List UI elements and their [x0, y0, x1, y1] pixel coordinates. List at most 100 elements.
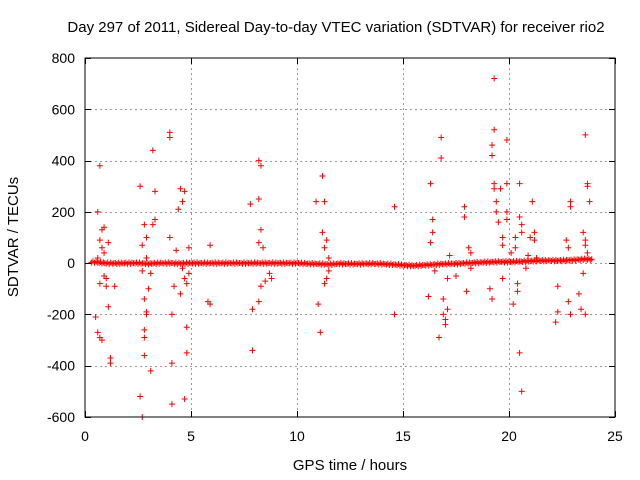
data-point [580, 270, 587, 277]
data-point [137, 183, 144, 190]
data-point [514, 280, 521, 287]
data-point [514, 288, 521, 295]
data-point [565, 298, 572, 305]
data-point [512, 234, 519, 241]
data-point [149, 147, 156, 154]
data-point [137, 393, 144, 400]
data-point [101, 224, 108, 231]
data-point [175, 206, 182, 213]
data-point [183, 324, 190, 331]
data-point [177, 290, 184, 297]
data-point [96, 280, 103, 287]
data-point [255, 239, 262, 246]
data-point [493, 208, 500, 215]
data-point [503, 216, 510, 223]
data-point [325, 255, 332, 262]
data-point [103, 283, 110, 290]
data-point [489, 296, 496, 303]
data-point [141, 334, 148, 341]
baseline-point [101, 260, 108, 267]
y-tick-label: 0 [67, 255, 75, 271]
data-point [181, 275, 188, 282]
x-tick-label: 5 [187, 428, 195, 444]
data-point [139, 242, 146, 249]
data-point [516, 213, 523, 220]
data-point [580, 229, 587, 236]
data-point [442, 321, 449, 328]
data-point [105, 239, 112, 246]
data-point [497, 185, 504, 192]
data-point [503, 137, 510, 144]
data-point [565, 244, 572, 251]
data-point [527, 234, 534, 241]
data-point [107, 355, 114, 362]
data-point [444, 306, 451, 313]
data-point [554, 283, 561, 290]
data-point [578, 306, 585, 313]
data-point [525, 252, 532, 259]
data-point [183, 280, 190, 287]
data-point [563, 237, 570, 244]
data-point [586, 198, 593, 205]
data-point [151, 216, 158, 223]
data-point [92, 313, 99, 320]
y-tick-label: 600 [52, 101, 76, 117]
data-point [489, 152, 496, 159]
data-point [166, 134, 173, 141]
data-point [141, 221, 148, 228]
data-point [584, 180, 591, 187]
data-point [491, 75, 498, 82]
data-point [168, 360, 175, 367]
data-point [491, 185, 498, 192]
data-point [463, 288, 470, 295]
plot-frame [84, 57, 616, 418]
data-point [495, 219, 502, 226]
data-point [440, 296, 447, 303]
data-point [105, 303, 112, 310]
data-point [143, 234, 150, 241]
data-point [552, 319, 559, 326]
x-axis-title: GPS time / hours [293, 457, 407, 474]
data-point [582, 131, 589, 138]
data-point [185, 270, 192, 277]
data-point [512, 244, 519, 251]
x-tick-label: 10 [289, 428, 305, 444]
data-point [139, 267, 146, 274]
data-point [313, 198, 320, 205]
data-point [431, 267, 438, 274]
data-point [141, 296, 148, 303]
data-point [171, 283, 178, 290]
data-point [446, 252, 453, 259]
data-point [582, 237, 589, 244]
data-point [531, 229, 538, 236]
data-point [255, 196, 262, 203]
x-tick-label: 0 [81, 428, 89, 444]
data-point [522, 265, 529, 272]
data-point [143, 255, 150, 262]
data-point [315, 301, 322, 308]
data-point [582, 242, 589, 249]
data-point [491, 126, 498, 133]
data-point [427, 239, 434, 246]
data-point [425, 293, 432, 300]
data-point [94, 329, 101, 336]
data-point [177, 185, 184, 192]
data-point [584, 249, 591, 256]
data-point [149, 221, 156, 228]
data-point [429, 216, 436, 223]
y-tick-label: -400 [47, 358, 75, 374]
data-point [533, 255, 540, 262]
data-point [183, 349, 190, 356]
data-point [436, 334, 443, 341]
data-point [554, 308, 561, 315]
data-point [508, 249, 515, 256]
data-point [168, 401, 175, 408]
data-point [391, 203, 398, 210]
data-point [147, 270, 154, 277]
data-point [429, 229, 436, 236]
data-point [266, 270, 273, 277]
data-point [323, 275, 330, 282]
data-point [427, 180, 434, 187]
data-point [207, 301, 214, 308]
data-point [147, 367, 154, 374]
